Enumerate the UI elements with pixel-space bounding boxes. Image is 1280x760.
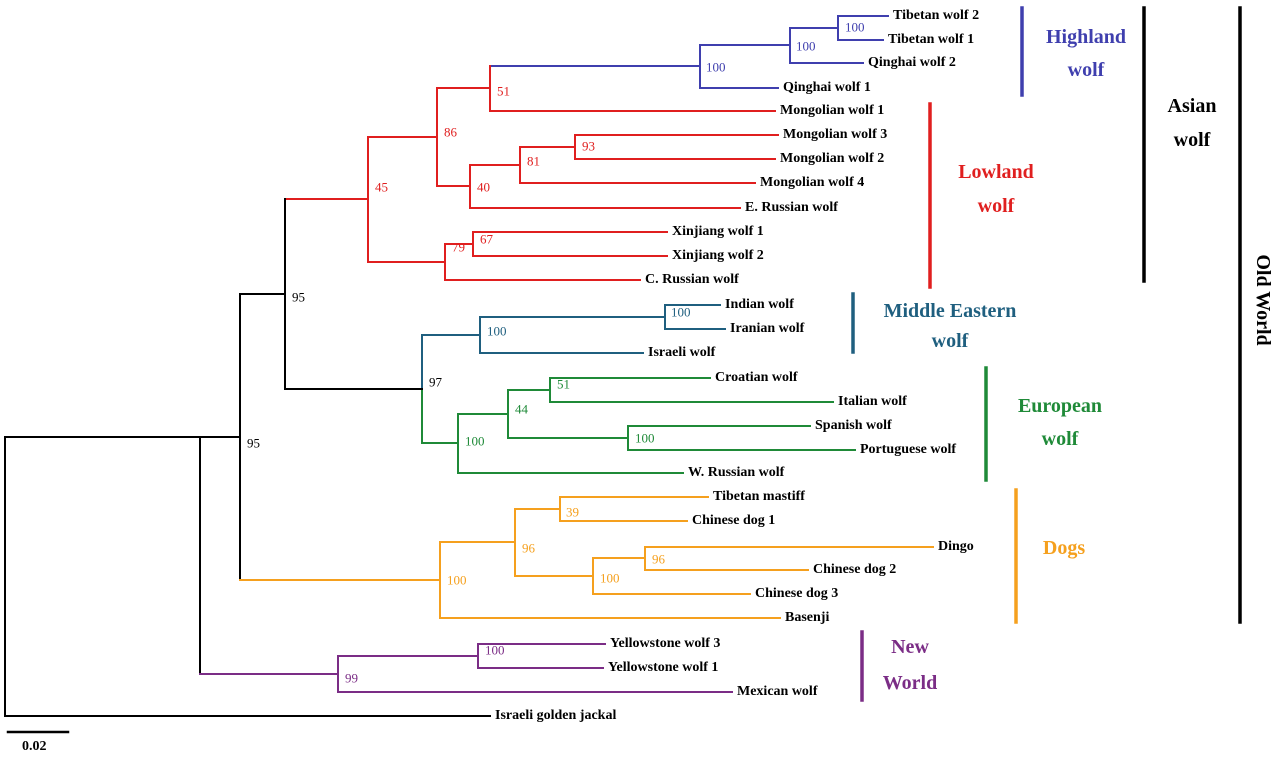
bootstrap-value: 39 — [566, 504, 579, 520]
bootstrap-value: 51 — [557, 376, 570, 392]
taxon-label-israeli-golden-jackal: Israeli golden jackal — [495, 708, 617, 723]
clade-label-lowland-wolf: wolf — [977, 195, 1015, 217]
clade-label-asian-wolf: Asian — [1167, 95, 1217, 117]
clade-label-old-world: Old World — [1252, 254, 1274, 346]
bootstrap-value: 96 — [652, 551, 665, 567]
taxon-label-dingo: Dingo — [938, 539, 974, 554]
bootstrap-value: 100 — [635, 430, 655, 446]
bootstrap-value: 97 — [429, 374, 442, 390]
bootstrap-value: 100 — [485, 642, 505, 658]
bootstrap-value: 45 — [375, 179, 388, 195]
taxon-label-chinese-dog-1: Chinese dog 1 — [692, 513, 776, 528]
bootstrap-value: 100 — [671, 304, 691, 320]
taxon-label-e-russian-wolf: E. Russian wolf — [745, 200, 838, 215]
bootstrap-value: 67 — [480, 231, 493, 247]
bootstrap-value: 51 — [497, 83, 510, 99]
clade-label-asian-wolf: wolf — [1173, 129, 1211, 151]
bootstrap-value: 95 — [292, 289, 305, 305]
clade-label-european-wolf: wolf — [1041, 428, 1079, 450]
bootstrap-value: 44 — [515, 401, 528, 417]
taxon-label-chinese-dog-3: Chinese dog 3 — [755, 586, 839, 601]
taxon-label-spanish-wolf: Spanish wolf — [815, 418, 892, 433]
bootstrap-value: 96 — [522, 540, 535, 556]
bootstrap-value: 93 — [582, 138, 595, 154]
bootstrap-value: 81 — [527, 153, 540, 169]
taxon-label-yellowstone-wolf-1: Yellowstone wolf 1 — [608, 660, 719, 675]
clade-label-new-world: World — [882, 672, 938, 694]
bootstrap-value: 100 — [845, 19, 865, 35]
clade-label-lowland-wolf: Lowland — [958, 161, 1034, 183]
taxon-label-chinese-dog-2: Chinese dog 2 — [813, 562, 897, 577]
bootstrap-value: 100 — [447, 572, 467, 588]
taxon-label-yellowstone-wolf-3: Yellowstone wolf 3 — [610, 636, 721, 651]
taxon-label-tibetan-wolf-1: Tibetan wolf 1 — [888, 32, 975, 47]
taxon-label-qinghai-wolf-1: Qinghai wolf 1 — [783, 80, 871, 95]
clade-label-european-wolf: European — [1017, 395, 1103, 417]
clade-label-middle-eastern-wolf: Middle Eastern — [883, 300, 1017, 322]
taxon-label-portuguese-wolf: Portuguese wolf — [860, 442, 957, 457]
taxon-label-croatian-wolf: Croatian wolf — [715, 370, 798, 385]
bootstrap-value: 100 — [465, 433, 485, 449]
bootstrap-value: 86 — [444, 124, 457, 140]
clade-label-dogs: Dogs — [1042, 537, 1086, 559]
bootstrap-value: 99 — [345, 670, 358, 686]
taxon-label-c-russian-wolf: C. Russian wolf — [645, 272, 739, 287]
bootstrap-value: 95 — [247, 435, 260, 451]
taxon-label-qinghai-wolf-2: Qinghai wolf 2 — [868, 55, 956, 70]
taxon-label-xinjiang-wolf-2: Xinjiang wolf 2 — [672, 248, 764, 263]
taxon-label-w-russian-wolf: W. Russian wolf — [688, 465, 785, 480]
bootstrap-value: 100 — [796, 38, 816, 54]
scale-bar-label: 0.02 — [22, 739, 47, 754]
taxon-label-tibetan-wolf-2: Tibetan wolf 2 — [893, 8, 980, 23]
clade-label-highland-wolf: Highland — [1045, 26, 1127, 48]
clade-label-highland-wolf: wolf — [1067, 59, 1105, 81]
taxon-label-italian-wolf: Italian wolf — [838, 394, 907, 409]
taxon-label-xinjiang-wolf-1: Xinjiang wolf 1 — [672, 224, 764, 239]
bootstrap-value: 100 — [706, 59, 726, 75]
taxon-label-basenji: Basenji — [785, 610, 830, 625]
taxon-label-mongolian-wolf-3: Mongolian wolf 3 — [783, 127, 888, 142]
taxon-label-israeli-wolf: Israeli wolf — [648, 345, 716, 360]
bootstrap-value: 100 — [600, 570, 620, 586]
taxon-label-mongolian-wolf-2: Mongolian wolf 2 — [780, 151, 885, 166]
taxon-label-mexican-wolf: Mexican wolf — [737, 684, 818, 699]
bootstrap-value: 40 — [477, 179, 490, 195]
clade-label-new-world: New — [891, 636, 929, 658]
taxon-label-mongolian-wolf-4: Mongolian wolf 4 — [760, 175, 865, 190]
bootstrap-value: 79 — [452, 239, 465, 255]
clade-label-middle-eastern-wolf: wolf — [931, 330, 969, 352]
taxon-label-tibetan-mastiff: Tibetan mastiff — [713, 489, 805, 504]
taxon-label-indian-wolf: Indian wolf — [725, 297, 794, 312]
taxon-label-iranian-wolf: Iranian wolf — [730, 321, 805, 336]
taxon-label-mongolian-wolf-1: Mongolian wolf 1 — [780, 103, 885, 118]
bootstrap-value: 100 — [487, 323, 507, 339]
